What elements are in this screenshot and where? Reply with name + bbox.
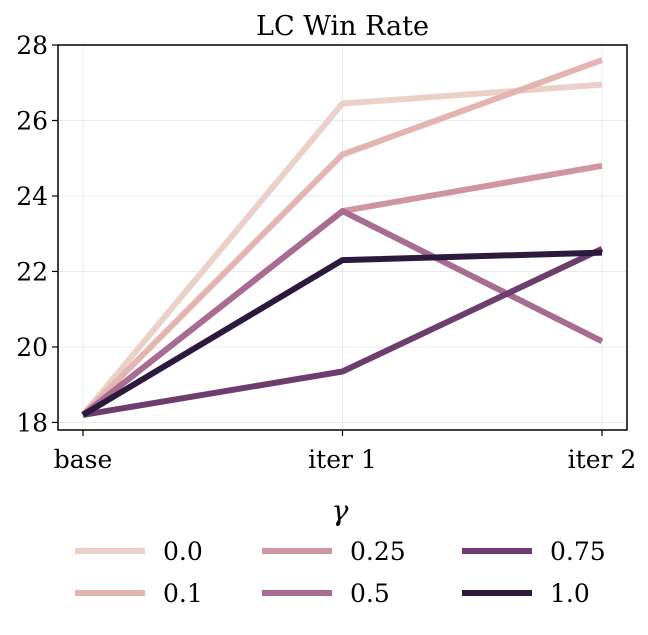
- legend-label: 0.1: [163, 579, 203, 608]
- y-tick-label: 22: [16, 257, 48, 286]
- series-line: [80, 57, 604, 418]
- legend-item: 0.5: [262, 579, 390, 608]
- axis-ticks: 18 20 22 24 26 28 base iter 1 iter 2: [16, 31, 636, 474]
- y-tick-label: 18: [16, 408, 48, 437]
- series-line: [81, 249, 603, 418]
- series-lines: [80, 57, 604, 418]
- legend-label: 0.5: [350, 579, 390, 608]
- legend-label: 1.0: [550, 579, 590, 608]
- legend-title: γ: [332, 494, 349, 527]
- legend-item: 0.0: [75, 537, 203, 566]
- x-tick-label: iter 1: [308, 445, 377, 474]
- y-tick-label: 28: [16, 31, 48, 60]
- y-tick-label: 26: [16, 106, 48, 135]
- series-line: [82, 246, 604, 418]
- chart-title: LC Win Rate: [256, 11, 429, 42]
- y-tick-label: 20: [16, 333, 48, 362]
- legend-label: 0.0: [163, 537, 203, 566]
- y-tick-label: 24: [16, 182, 48, 211]
- x-tick-label: iter 2: [568, 445, 637, 474]
- legend-item: 1.0: [462, 579, 590, 608]
- legend-item: 0.75: [462, 537, 606, 566]
- x-tick-label: base: [54, 445, 113, 474]
- legend-item: 0.1: [75, 579, 203, 608]
- legend-label: 0.75: [550, 537, 606, 566]
- legend: 0.0 0.1 0.25 0.5 0.75 1.0: [75, 537, 606, 608]
- series-line: [81, 208, 604, 418]
- legend-label: 0.25: [350, 537, 406, 566]
- legend-item: 0.25: [262, 537, 406, 566]
